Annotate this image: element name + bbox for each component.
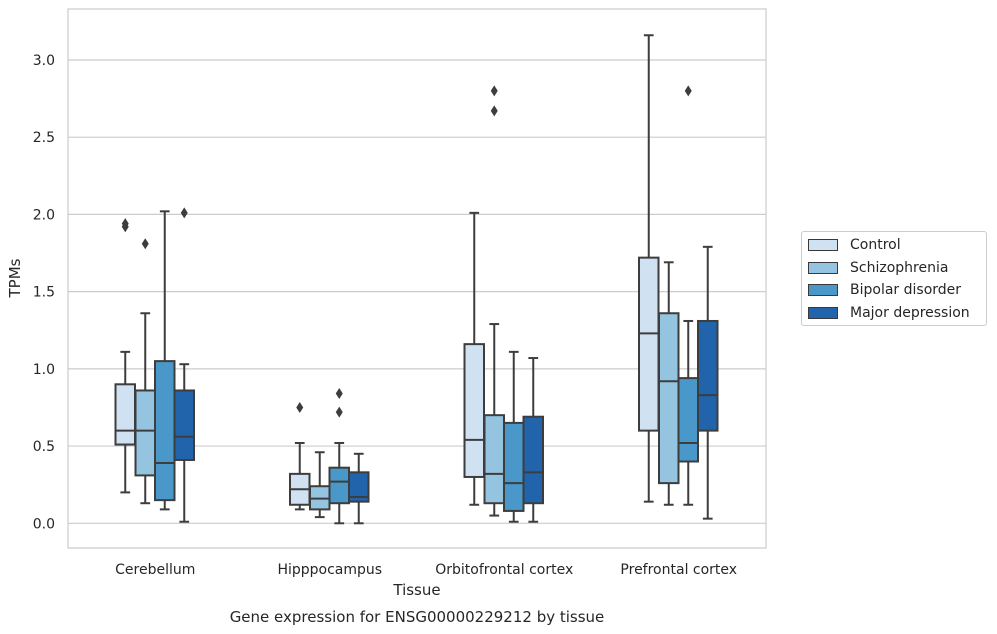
y-tick-label: 3.0 bbox=[33, 53, 55, 69]
legend-swatch-major-depression bbox=[808, 307, 838, 319]
x-tick-label: Hipppocampus bbox=[277, 562, 382, 578]
y-tick-label: 1.0 bbox=[33, 362, 55, 378]
box-iqr bbox=[638, 256, 660, 432]
legend-label-schizophrenia: Schizophrenia bbox=[850, 260, 949, 276]
y-tick-label: 1.5 bbox=[33, 285, 55, 301]
box-group bbox=[309, 451, 331, 519]
y-tick-label: 2.0 bbox=[33, 207, 55, 223]
box-group bbox=[658, 261, 680, 506]
box-group bbox=[154, 210, 176, 511]
outlier-point bbox=[335, 388, 343, 400]
box-group bbox=[328, 388, 350, 525]
box-group bbox=[638, 34, 660, 503]
box-iqr bbox=[483, 414, 505, 505]
box-group bbox=[522, 357, 544, 523]
box-group bbox=[134, 238, 156, 505]
box-group bbox=[173, 207, 195, 523]
box-group bbox=[697, 245, 719, 520]
x-tick-label: Prefrontal cortex bbox=[620, 562, 737, 578]
legend-swatch-schizophrenia bbox=[808, 262, 838, 274]
box-iqr bbox=[348, 471, 370, 503]
box-iqr bbox=[677, 377, 699, 463]
legend-item-control: Control bbox=[808, 235, 901, 255]
legend-item-major-depression: Major depression bbox=[808, 303, 970, 323]
box-group bbox=[289, 401, 311, 511]
box-group bbox=[483, 85, 505, 517]
legend-label-major-depression: Major depression bbox=[850, 305, 970, 321]
x-axis-title: Tissue bbox=[392, 581, 440, 599]
box-group bbox=[348, 452, 370, 525]
y-tick-label: 0.0 bbox=[33, 516, 55, 532]
outlier-point bbox=[490, 85, 498, 97]
legend-item-bipolar-disorder: Bipolar disorder bbox=[808, 280, 961, 300]
box-iqr bbox=[658, 312, 680, 485]
box-group bbox=[503, 350, 525, 523]
y-axis-title: TPMs bbox=[6, 258, 24, 298]
outlier-point bbox=[296, 401, 304, 413]
box-iqr bbox=[114, 383, 136, 446]
chart-title: Gene expression for ENSG00000229212 by t… bbox=[230, 608, 605, 626]
box-iqr bbox=[328, 466, 350, 505]
box-group bbox=[677, 85, 699, 506]
box-iqr bbox=[697, 319, 719, 432]
outlier-point bbox=[490, 105, 498, 117]
box-iqr bbox=[463, 343, 485, 478]
y-tick-label: 0.5 bbox=[33, 439, 55, 455]
outlier-point bbox=[141, 238, 149, 250]
legend: Control Schizophrenia Bipolar disorder M… bbox=[801, 231, 987, 326]
legend-item-schizophrenia: Schizophrenia bbox=[808, 258, 948, 278]
box-iqr bbox=[503, 421, 525, 512]
legend-label-bipolar-disorder: Bipolar disorder bbox=[850, 282, 962, 298]
legend-swatch-control bbox=[808, 239, 838, 251]
box-iqr bbox=[154, 360, 176, 502]
box-group bbox=[463, 211, 485, 506]
plot-area-frame bbox=[67, 8, 767, 549]
outlier-point bbox=[180, 207, 188, 219]
box-iqr bbox=[173, 389, 195, 461]
legend-label-control: Control bbox=[850, 237, 901, 253]
x-tick-label: Cerebellum bbox=[115, 562, 195, 578]
y-tick-label: 2.5 bbox=[33, 130, 55, 146]
box-iqr bbox=[134, 389, 156, 477]
outlier-point bbox=[335, 406, 343, 418]
outlier-point bbox=[684, 85, 692, 97]
outlier-point bbox=[121, 218, 129, 230]
legend-swatch-bipolar-disorder bbox=[808, 284, 838, 296]
box-group bbox=[114, 218, 136, 494]
x-tick-label: Orbitofrontal cortex bbox=[435, 562, 573, 578]
box-iqr bbox=[522, 415, 544, 505]
